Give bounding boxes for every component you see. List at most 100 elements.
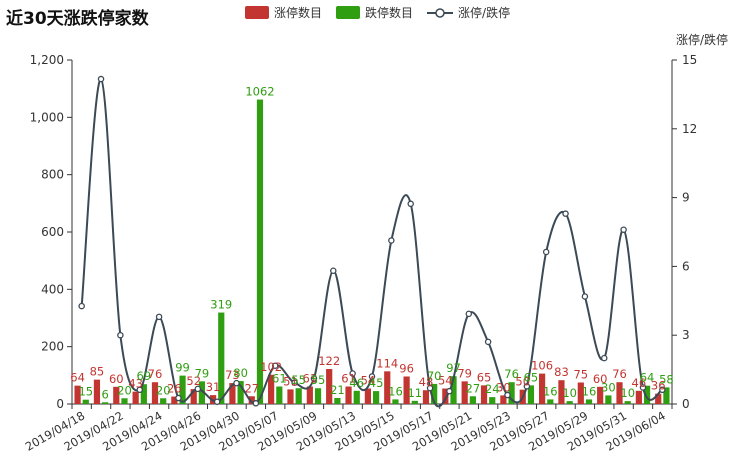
bar-up: [422, 390, 430, 404]
bar-up-data-label: 26: [167, 382, 182, 396]
bar-up-data-label: 76: [612, 367, 627, 381]
ratio-point: [194, 385, 202, 393]
bar-down: [624, 401, 631, 404]
bar-up: [635, 390, 642, 404]
bar-down-data-label: 16: [543, 384, 558, 398]
bar-down: [547, 399, 554, 404]
ratio-point: [407, 200, 414, 208]
bar-up-data-label: 31: [206, 380, 221, 394]
y-right-axis-title: 涨停/跌停: [676, 32, 728, 47]
bar-down: [643, 385, 651, 404]
bar-up: [480, 385, 488, 404]
bar-down: [469, 396, 476, 404]
bar-down-data-label: 24: [485, 382, 500, 396]
bar-up-data-label: 46: [632, 376, 647, 390]
legend-item-up[interactable]: 涨停数目: [245, 4, 322, 21]
ratio-point: [271, 362, 279, 369]
bar-down: [585, 399, 593, 404]
bar-up-data-label: 96: [399, 361, 414, 375]
ratio-point: [117, 331, 124, 339]
ratio-point: [426, 384, 434, 392]
bar-up-data-label: 51: [283, 374, 298, 388]
ratio-point: [330, 267, 337, 275]
ratio-point: [581, 293, 589, 300]
y-left-tick-label: 800: [41, 168, 64, 182]
ratio-point: [368, 373, 376, 380]
bar-down-data-label: 1062: [245, 85, 274, 99]
bar-up: [558, 380, 565, 404]
legend-label-up: 涨停数目: [274, 6, 323, 20]
y-left-tick-label: 1,200: [30, 53, 64, 67]
bar-down: [314, 388, 322, 404]
bar-down: [276, 386, 283, 404]
bar-down: [431, 383, 438, 404]
bar-up-data-label: 75: [573, 368, 588, 382]
bar-down: [450, 376, 457, 404]
y-left-tick-label: 200: [41, 340, 64, 354]
bar-up: [364, 388, 371, 404]
bar-down-data-label: 46: [349, 376, 364, 390]
ratio-point: [620, 226, 627, 233]
bar-down-data-label: 55: [311, 373, 326, 387]
bar-down-data-label: 21: [330, 383, 345, 397]
y-right-tick-label: 9: [682, 191, 690, 205]
bar-up: [326, 369, 333, 404]
bar-down-data-label: 70: [427, 369, 442, 383]
legend: 涨停数目 跌停数目 涨停/跌停: [245, 4, 510, 21]
bar-up-data-label: 85: [90, 365, 105, 379]
bar-up: [442, 388, 449, 404]
bar-up-data-label: 122: [318, 354, 340, 368]
bar-up: [132, 391, 139, 404]
bar-up: [384, 371, 391, 404]
ratio-point: [484, 338, 492, 346]
bar-down: [237, 381, 244, 404]
bar-up: [461, 381, 468, 404]
ratio-point: [155, 313, 163, 321]
bar-up-data-label: 54: [438, 374, 453, 388]
legend-item-ratio[interactable]: 涨停/跌停: [427, 4, 510, 21]
ratio-point: [175, 394, 182, 402]
y-right-tick-label: 3: [682, 328, 690, 342]
bar-up: [171, 396, 178, 404]
bar-down-data-label: 11: [407, 386, 422, 400]
bar-down: [605, 395, 612, 404]
bar-down: [566, 401, 573, 404]
ratio-point: [465, 310, 473, 318]
y-right-tick-label: 15: [682, 53, 697, 67]
ratio-point: [504, 391, 511, 399]
bar-down: [82, 399, 89, 404]
bar-down-data-label: 79: [195, 366, 210, 380]
y-right-tick-label: 12: [682, 122, 697, 136]
ratio-point: [388, 237, 395, 244]
bar-down-data-label: 69: [137, 369, 152, 383]
ratio-point: [542, 248, 550, 256]
bar-up: [500, 395, 507, 404]
bar-up: [616, 382, 623, 404]
bar-up-data-label: 36: [651, 379, 666, 393]
legend-swatch-ratio: [427, 7, 454, 18]
bar-down-data-label: 99: [175, 361, 190, 375]
bar-up-data-label: 60: [109, 372, 124, 386]
bar-up-data-label: 50: [515, 375, 530, 389]
bar-down-data-label: 64: [640, 371, 655, 385]
bar-up-data-label: 60: [593, 372, 608, 386]
legend-item-down[interactable]: 跌停数目: [336, 4, 413, 21]
chart-title: 近30天涨跌停家数: [6, 9, 149, 29]
bar-up-data-label: 102: [260, 360, 282, 374]
ratio-point: [136, 386, 143, 394]
y-left-tick-label: 400: [41, 282, 64, 296]
bar-down: [179, 375, 186, 404]
ratio-point: [233, 379, 240, 387]
bar-down-data-label: 15: [78, 385, 93, 399]
y-right-tick-label: 6: [682, 259, 690, 273]
bar-down: [140, 384, 147, 404]
bar-up-data-label: 64: [70, 371, 85, 385]
bar-up: [345, 386, 352, 404]
ratio-point: [639, 384, 647, 391]
bar-up: [113, 386, 120, 404]
bar-up-data-label: 106: [531, 359, 553, 373]
ratio-point: [601, 354, 608, 362]
ratio-point: [659, 386, 666, 394]
bar-up: [538, 373, 546, 404]
bar-up: [229, 383, 236, 404]
